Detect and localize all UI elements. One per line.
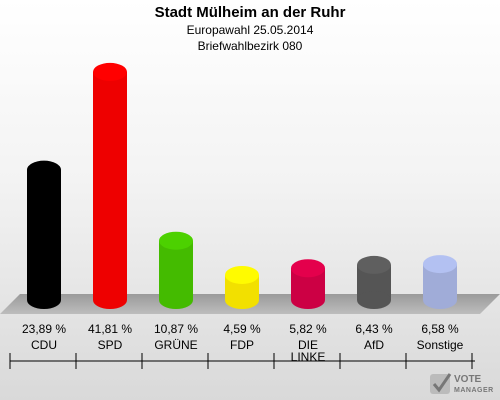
vote-manager-logo: VOTE MANAGER (430, 373, 494, 394)
bars-group (27, 62, 457, 309)
category-label-die-linke-1: DIE (298, 338, 318, 352)
value-label-spd: 41,81 % (88, 322, 132, 336)
category-label-grüne: GRÜNE (154, 338, 197, 352)
bar-afd (357, 255, 391, 309)
category-label-fdp: FDP (230, 338, 254, 352)
bar-cdu (27, 160, 61, 309)
category-label-cdu: CDU (31, 338, 57, 352)
logo-line2: MANAGER (454, 387, 494, 394)
value-label-grüne: 10,87 % (154, 322, 198, 336)
bar-grüne (159, 231, 193, 309)
chart-title: Stadt Mülheim an der Ruhr (154, 4, 346, 21)
bar-fdp (225, 265, 259, 309)
value-label-cdu: 23,89 % (22, 322, 66, 336)
value-label-afd: 6,43 % (355, 322, 393, 336)
chart-header: Stadt Mülheim an der Ruhr Europawahl 25.… (0, 4, 500, 54)
category-label-spd: SPD (98, 338, 123, 352)
category-label-afd: AfD (364, 338, 384, 352)
logo-line1: VOTE (454, 374, 482, 385)
bar-spd (93, 62, 127, 309)
axis-ticks-group (9, 353, 473, 369)
value-label-fdp: 4,59 % (223, 322, 261, 336)
category-label-die-linke-2: LINKE (291, 350, 326, 364)
chart-district: Briefwahlbezirk 080 (197, 39, 303, 53)
value-labels-group: 23,89 % 41,81 % 10,87 % 4,59 % 5,82 % 6,43 % 6… (22, 322, 459, 336)
checkmark-icon (430, 373, 452, 394)
value-label-die-linke: 5,82 % (289, 322, 327, 336)
bar-die-linke (291, 259, 325, 309)
bar-sonstige (423, 255, 457, 309)
category-label-sonstige: Sonstige (417, 338, 464, 352)
value-label-sonstige: 6,58 % (421, 322, 459, 336)
chart-subtitle: Europawahl 25.05.2014 (186, 23, 314, 37)
